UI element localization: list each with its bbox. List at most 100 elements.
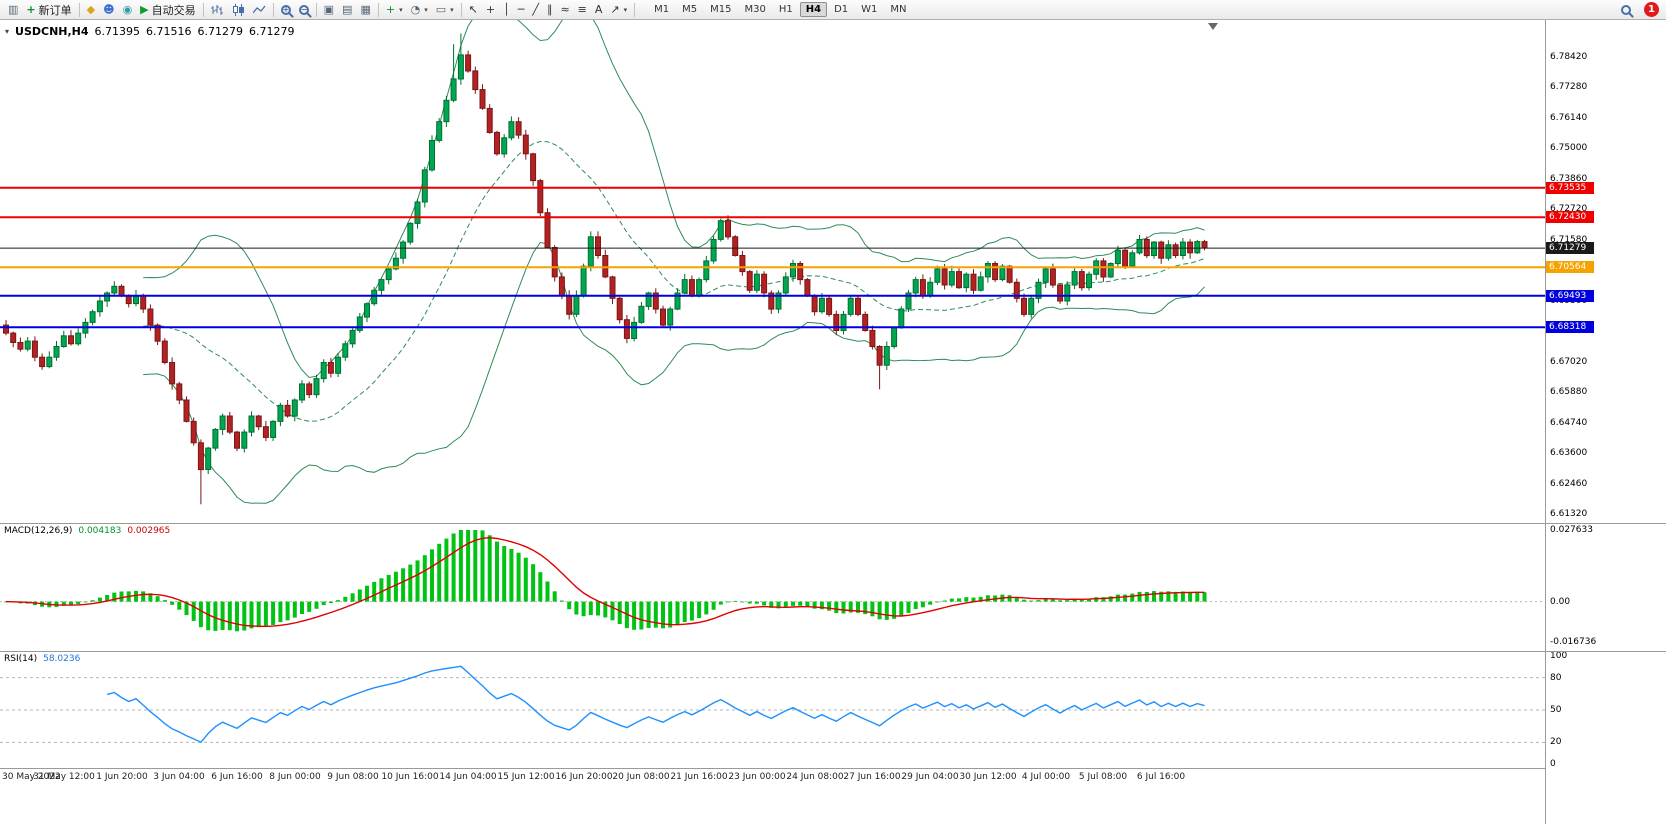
timeframe-m15[interactable]: M15 — [710, 4, 732, 15]
resistance-line-2-badge: 6.72430 — [1546, 211, 1594, 223]
candlestick-chart-type-icon[interactable] — [228, 1, 249, 19]
toolbar-separator — [315, 2, 317, 17]
price-axis-label: 6.61320 — [1550, 509, 1588, 519]
time-axis-label: 20 Jun 08:00 — [612, 772, 670, 782]
time-axis-label: 6 Jul 16:00 — [1136, 772, 1186, 782]
tile-windows-icon[interactable]: ▣ — [320, 1, 338, 19]
mql5-community-icon[interactable]: ◆ — [83, 1, 99, 19]
timeframe-m1[interactable]: M1 — [654, 4, 670, 15]
cursor-icon: ↖ — [468, 3, 478, 16]
timeframe-d1[interactable]: D1 — [834, 4, 849, 15]
fibonacci-icon[interactable]: ≈ — [556, 1, 573, 19]
arrows-icon: ↗ — [610, 3, 620, 16]
fibonacci-icon: ≈ — [560, 3, 570, 16]
add-indicator-icon: + — [385, 3, 396, 16]
chart-symbol-label: USDCNH,H4 — [15, 25, 89, 38]
cascade-windows-icon[interactable]: ▤ — [338, 1, 356, 19]
templates-icon-caret: ▾ — [450, 5, 454, 14]
timeframe-toolbar: M1 M5 M15 M30 H1 H4 D1 W1 MN — [648, 2, 912, 17]
toolbar-separator — [634, 2, 636, 17]
timeframe-mn[interactable]: MN — [890, 4, 907, 15]
line-chart-type-icon — [252, 4, 266, 16]
user-profile-icon[interactable]: ☻ — [99, 1, 118, 19]
metaquotes-icon: ◉ — [122, 3, 133, 16]
toolbar-separator — [377, 2, 379, 17]
line-chart-type-icon[interactable] — [249, 1, 270, 19]
quote-low: 6.71279 — [197, 25, 244, 38]
price-axis[interactable]: 6.78420 6.77280 6.76140 6.75000 6.73860 6.727… — [1545, 20, 1666, 824]
mql5-community-icon: ◆ — [86, 3, 96, 16]
zoom-out-icon: − — [298, 4, 309, 15]
pane-separator[interactable] — [0, 651, 1666, 652]
timeframe-w1[interactable]: W1 — [861, 4, 878, 15]
search-button[interactable] — [1617, 1, 1635, 19]
pivot-line-badge: 6.70564 — [1546, 261, 1594, 273]
price-axis-label: 6.77280 — [1550, 82, 1588, 92]
price-axis-label: 6.75000 — [1550, 143, 1588, 153]
price-axis-label: 6.62460 — [1550, 479, 1588, 489]
time-axis-label: 24 Jun 08:00 — [786, 772, 844, 782]
macd-axis-label: 0.027633 — [1550, 525, 1593, 535]
pane-separator[interactable] — [0, 523, 1666, 524]
arrows-icon[interactable]: ↗ ▾ — [606, 1, 631, 19]
channel-icon[interactable]: ∥ — [543, 1, 557, 19]
toolbar: ▥ + 新订单 ◆ ☻ ◉ ▶ 自动交易 + − ▣ ▤ ▦ + ▾ ◔ ▾ ▭ ▾ ↖ + │ ─ ╱ ∥ ≈ ≡ A ↗ ▾ M1 M5 M… — [0, 0, 1666, 20]
trendline-icon[interactable]: ╱ — [528, 1, 543, 19]
auto-trading-button-label: 自动交易 — [151, 3, 196, 17]
toolbar-separator — [272, 2, 274, 17]
text-icon[interactable]: A — [591, 1, 607, 19]
add-indicator-icon-caret: ▾ — [399, 5, 403, 14]
timeframe-h4[interactable]: H4 — [799, 2, 828, 17]
rsi-pane[interactable]: RSI(14) 58.0236 — [0, 652, 1545, 768]
trendline-icon: ╱ — [532, 3, 539, 16]
rsi-axis-label: 80 — [1550, 673, 1562, 683]
vertical-line-icon[interactable]: │ — [499, 1, 514, 19]
add-indicator-icon[interactable]: + ▾ — [382, 1, 407, 19]
channel-icon: ∥ — [546, 3, 553, 16]
shapes-icon[interactable]: ≡ — [574, 1, 591, 19]
time-axis[interactable]: 30 May 2022 31 May 12:00 1 Jun 20:00 3 Jun … — [0, 768, 1545, 824]
bar-chart-type-icon[interactable] — [207, 1, 228, 19]
time-axis-label: 31 May 12:00 — [33, 772, 95, 782]
toolbar-separator — [78, 2, 80, 17]
timeframe-m30[interactable]: M30 — [744, 4, 766, 15]
toolbar-separator — [202, 2, 204, 17]
rsi-value: 58.0236 — [43, 654, 81, 664]
zoom-in-icon[interactable]: + — [277, 1, 295, 19]
zoom-out-icon[interactable]: − — [295, 1, 313, 19]
quote-high: 6.71516 — [146, 25, 192, 38]
time-axis-label: 9 Jun 08:00 — [327, 772, 379, 782]
rsi-label: RSI(14) 58.0236 — [4, 654, 80, 664]
new-chart-icon: ▥ — [8, 3, 19, 16]
macd-main-value: 0.004183 — [78, 526, 122, 536]
horizontal-line-icon[interactable]: ─ — [514, 1, 529, 19]
timeframe-m5[interactable]: M5 — [682, 4, 698, 15]
zoom-in-icon: + — [280, 4, 291, 15]
periods-icon[interactable]: ◔ ▾ — [407, 1, 432, 19]
macd-pane[interactable]: MACD(12,26,9) 0.004183 0.002965 — [0, 524, 1545, 651]
crosshair-icon[interactable]: + — [482, 1, 499, 19]
macd-chart[interactable] — [0, 524, 1545, 651]
rsi-title: RSI(14) — [4, 654, 38, 664]
time-axis-label: 1 Jun 20:00 — [96, 772, 148, 782]
rsi-chart[interactable] — [0, 652, 1545, 768]
new-order-button-label: 新订单 — [38, 3, 72, 17]
symbol-dropdown-icon[interactable]: ▾ — [5, 27, 10, 36]
cursor-icon[interactable]: ↖ — [465, 1, 482, 19]
tile-windows-icon: ▣ — [323, 3, 335, 16]
templates-icon[interactable]: ▭ ▾ — [432, 1, 458, 19]
macd-label: MACD(12,26,9) 0.004183 0.002965 — [4, 526, 170, 536]
auto-arrange-icon[interactable]: ▦ — [356, 1, 374, 19]
bar-chart-type-icon — [210, 4, 224, 16]
notification-badge[interactable]: 1 — [1644, 2, 1659, 17]
new-chart-icon[interactable]: ▥ — [4, 1, 22, 19]
timeframe-h1[interactable]: H1 — [778, 4, 793, 15]
candlestick-chart[interactable] — [0, 20, 1545, 523]
new-order-button[interactable]: + 新订单 — [22, 1, 75, 19]
time-axis-label: 14 Jun 04:00 — [439, 772, 497, 782]
auto-trading-button[interactable]: ▶ 自动交易 — [136, 1, 199, 19]
horizontal-line-icon: ─ — [517, 3, 525, 16]
price-axis-label: 6.64740 — [1550, 418, 1588, 428]
metaquotes-icon[interactable]: ◉ — [119, 1, 137, 19]
main-chart-pane[interactable]: ▾ USDCNH,H4 6.71395 6.71516 6.71279 6.71… — [0, 20, 1545, 523]
